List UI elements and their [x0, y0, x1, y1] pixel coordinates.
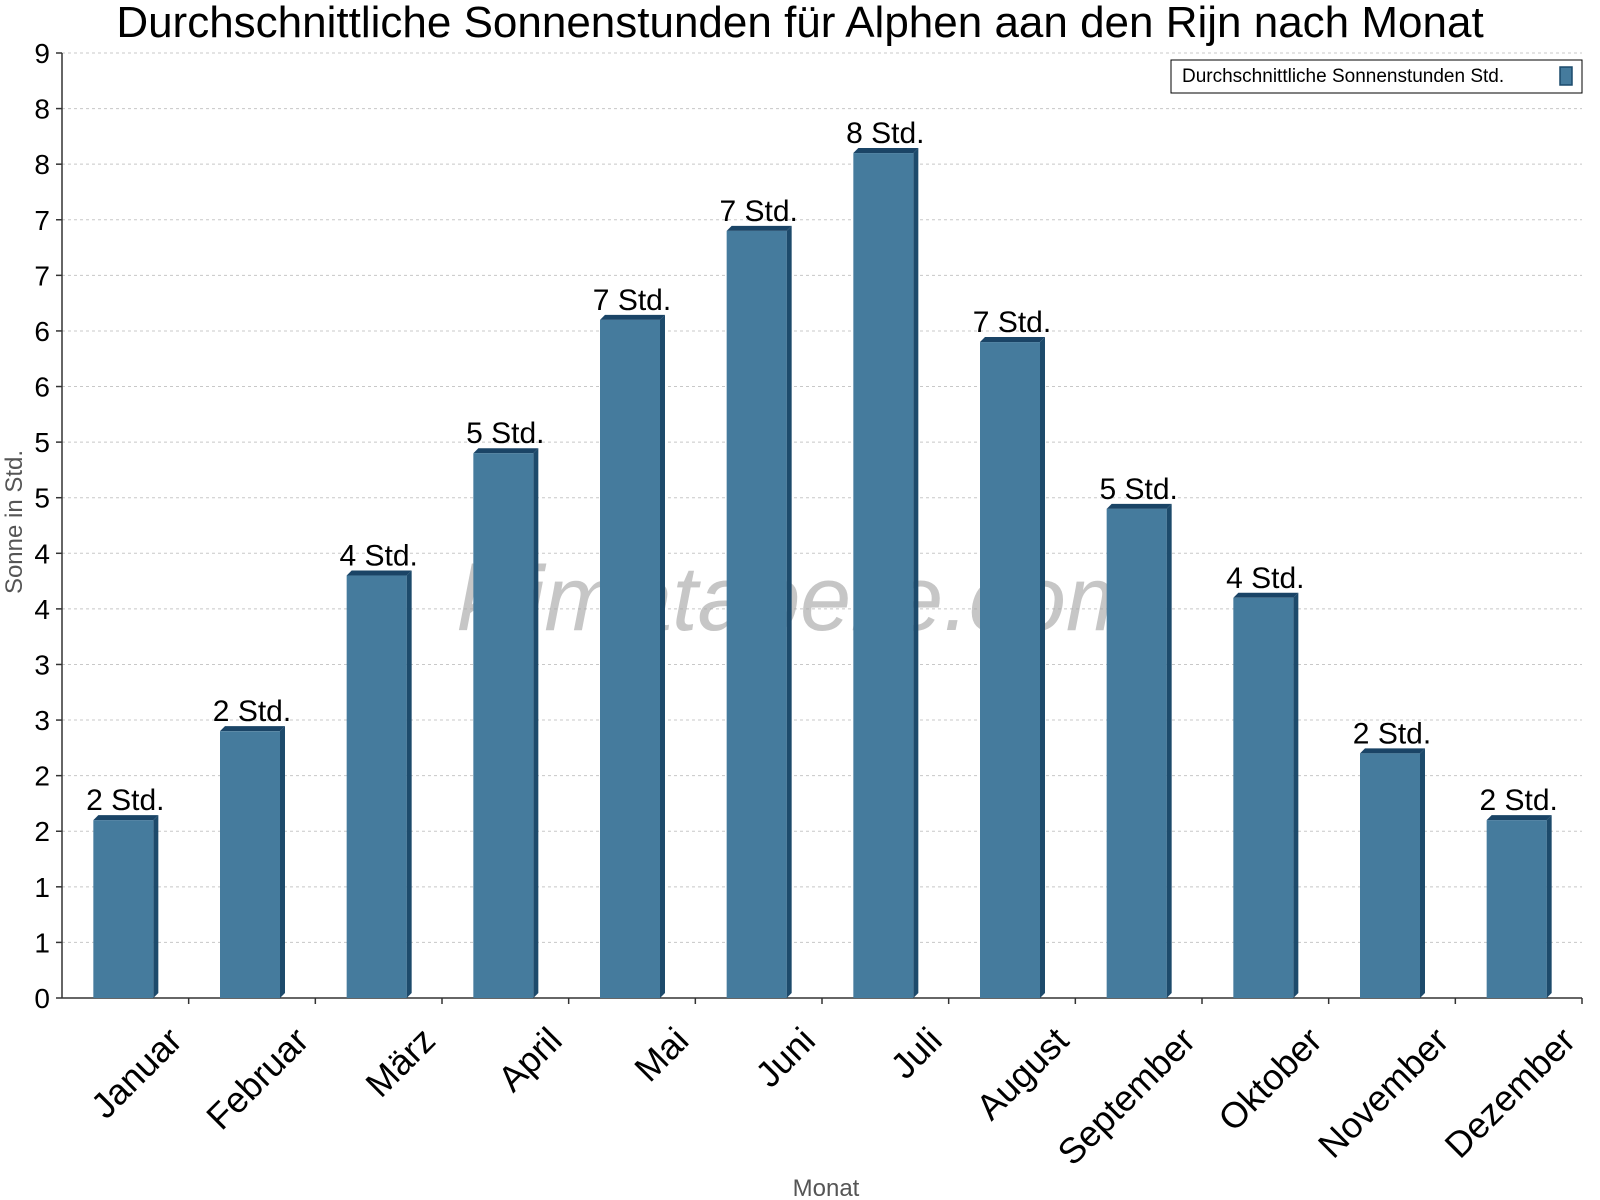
bar: [1360, 753, 1420, 998]
bar-side: [280, 726, 285, 998]
data-label: 7 Std.: [719, 195, 797, 228]
y-tick-label: 6: [34, 316, 50, 347]
y-tick-label: 4: [34, 538, 50, 569]
x-tick-label: Februar: [198, 1019, 316, 1137]
y-tick-label: 1: [34, 872, 50, 903]
data-label: 2 Std.: [1479, 784, 1557, 817]
bar-side: [406, 570, 412, 998]
x-tick-label: Januar: [83, 1019, 190, 1126]
y-tick-label: 5: [34, 427, 50, 458]
y-tick-label: 5: [34, 483, 50, 514]
bar: [93, 820, 154, 998]
data-label: 4 Std.: [1226, 562, 1304, 595]
bar-top: [726, 225, 792, 231]
x-tick-label: November: [1310, 1019, 1456, 1165]
bar-side: [1166, 503, 1172, 998]
legend: Durchschnittliche Sonnenstunden Std.: [1170, 59, 1583, 94]
data-label: 4 Std.: [339, 540, 417, 573]
bar: [473, 453, 534, 998]
bar-top: [1233, 592, 1299, 598]
data-label: 5 Std.: [466, 417, 544, 450]
axes: [56, 52, 1583, 1004]
bars: [93, 148, 1552, 999]
legend-swatch: [1559, 66, 1573, 86]
bar-top: [473, 448, 539, 454]
x-tick-labels: Januar Februar März April Mai Juni Juli AugustS…: [83, 1019, 1583, 1173]
bar-top: [1106, 503, 1172, 509]
y-tick-label: 9: [34, 38, 50, 69]
x-tick-label: Dezember: [1437, 1019, 1583, 1165]
y-tick-label: 1: [34, 927, 50, 958]
bar-side: [1420, 748, 1425, 998]
bar: [346, 575, 407, 998]
bar: [1233, 597, 1294, 998]
y-tick-label: 8: [34, 149, 50, 180]
bar-top: [93, 815, 159, 821]
bar: [1106, 508, 1167, 998]
data-label: 2 Std.: [213, 695, 291, 728]
x-tick-label: Oktober: [1210, 1019, 1330, 1139]
chart-title: Durchschnittliche Sonnenstunden für Alph…: [116, 0, 1483, 47]
bar-top: [853, 148, 919, 154]
bar: [600, 319, 660, 999]
y-tick-label: 6: [34, 372, 50, 403]
x-tick-label: Juli: [882, 1019, 949, 1086]
x-tick-label: April: [490, 1019, 570, 1099]
legend-box: [1170, 59, 1583, 94]
bar-top: [346, 570, 412, 576]
bar-side: [660, 314, 665, 999]
bar: [853, 153, 914, 998]
y-tick-label: 8: [34, 94, 50, 125]
data-label: 8 Std.: [846, 117, 924, 150]
bar-side: [153, 815, 159, 998]
bar-top: [980, 337, 1045, 343]
y-tick-label: 3: [34, 705, 50, 736]
bar-side: [1293, 592, 1299, 998]
bar-top: [220, 726, 285, 732]
bar-side: [786, 225, 792, 999]
bar-side: [1546, 815, 1552, 998]
data-label: 7 Std.: [593, 284, 671, 317]
y-tick-label: 0: [34, 983, 50, 1014]
y-tick-label: 4: [34, 594, 50, 625]
data-label: 2 Std.: [1353, 717, 1431, 750]
x-tick-label: März: [357, 1019, 443, 1105]
bar: [1486, 820, 1547, 998]
y-tick-label: 7: [34, 260, 50, 291]
bar: [726, 230, 787, 999]
y-tick-label: 2: [34, 761, 50, 792]
bar-top: [1486, 815, 1552, 821]
legend-label: Durchschnittliche Sonnenstunden Std.: [1182, 66, 1504, 87]
bar-top: [1360, 748, 1425, 754]
data-label: 2 Std.: [86, 784, 164, 817]
data-label: 7 Std.: [973, 306, 1051, 339]
bar: [220, 731, 280, 998]
x-axis-label: Monat: [793, 1175, 860, 1200]
x-tick-label: Mai: [626, 1019, 696, 1089]
y-tick-labels: 0 1 1 2 2 3 3 4 4 5 5 6 6 7 7 8 8 9: [34, 38, 50, 1014]
y-tick-label: 7: [34, 205, 50, 236]
y-tick-label: 2: [34, 816, 50, 847]
x-tick-label: Juni: [747, 1019, 823, 1095]
data-label: 5 Std.: [1099, 473, 1177, 506]
y-axis-label: Sonne in Std.: [1, 450, 28, 594]
grid-lines: [62, 52, 1582, 943]
data-labels: 2 Std. 2 Std. 4 Std. 5 Std. 7 Std. 7 Std. 8 St…: [86, 117, 1558, 817]
bar-side: [1040, 337, 1045, 998]
y-tick-label: 3: [34, 649, 50, 680]
x-tick-label: August: [968, 1019, 1076, 1127]
bar-side: [913, 148, 919, 998]
bar-top: [600, 314, 665, 320]
x-tick-label: September: [1049, 1019, 1203, 1173]
bar-side: [533, 448, 539, 998]
bar: [980, 342, 1040, 998]
